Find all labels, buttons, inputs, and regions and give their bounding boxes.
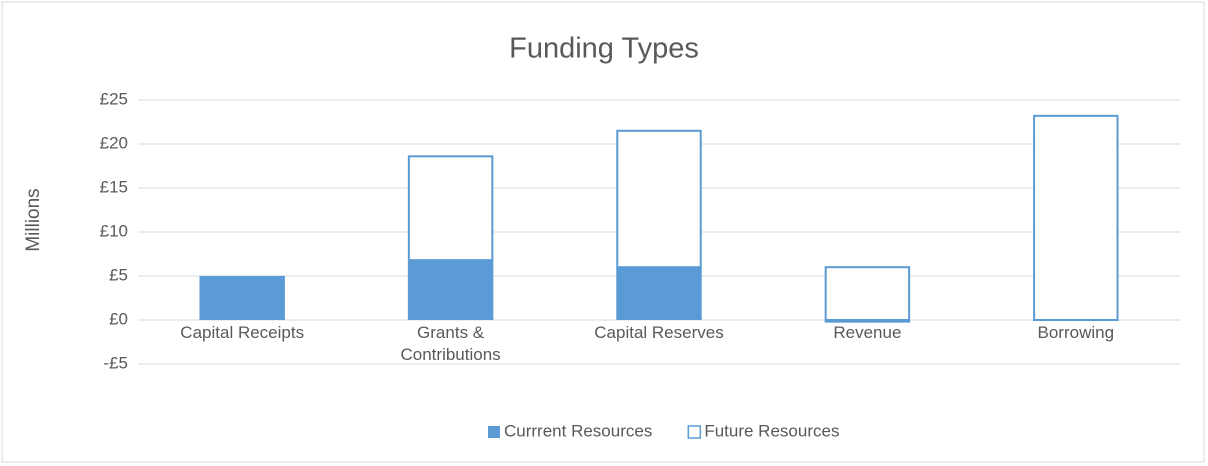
x-tick-label-box: Grants & Contributions <box>400 323 501 364</box>
chart-title: Funding Types <box>509 33 699 65</box>
x-tick-label: Capital Reserves <box>594 323 724 342</box>
x-tick-label-box: Revenue <box>833 323 902 342</box>
y-tick-label: £25 <box>100 89 128 108</box>
x-tick-label: Borrowing <box>1037 323 1115 342</box>
bar <box>1033 114 1119 321</box>
bar <box>407 155 494 262</box>
bar <box>824 320 911 323</box>
legend-swatch <box>488 426 500 438</box>
legend-swatch <box>687 425 702 439</box>
y-axis-label: Millions <box>23 188 44 251</box>
legend-label: Currrent Resources <box>504 421 652 440</box>
x-tick-label-box: Capital Reserves <box>594 323 724 342</box>
y-tick-label: -£5 <box>103 353 128 372</box>
bar <box>616 267 702 320</box>
x-tick-label: Revenue <box>833 323 902 342</box>
y-tick-label: £15 <box>100 177 128 196</box>
x-tick-label-box: Capital Receipts <box>180 323 305 342</box>
x-tick-label: Capital Receipts <box>180 323 305 342</box>
bar <box>407 260 494 320</box>
y-tick-label: £5 <box>109 265 128 284</box>
y-tick-label: £10 <box>100 221 128 240</box>
x-tick-label-box: Borrowing <box>1037 323 1115 342</box>
bar <box>616 129 702 269</box>
y-tick-label: £20 <box>100 133 128 152</box>
x-tick-label: Grants & Contributions <box>400 323 501 364</box>
y-tick-label: £0 <box>109 309 128 328</box>
bar <box>824 266 911 322</box>
legend-label: Future Resources <box>704 421 839 440</box>
bar <box>199 276 285 320</box>
